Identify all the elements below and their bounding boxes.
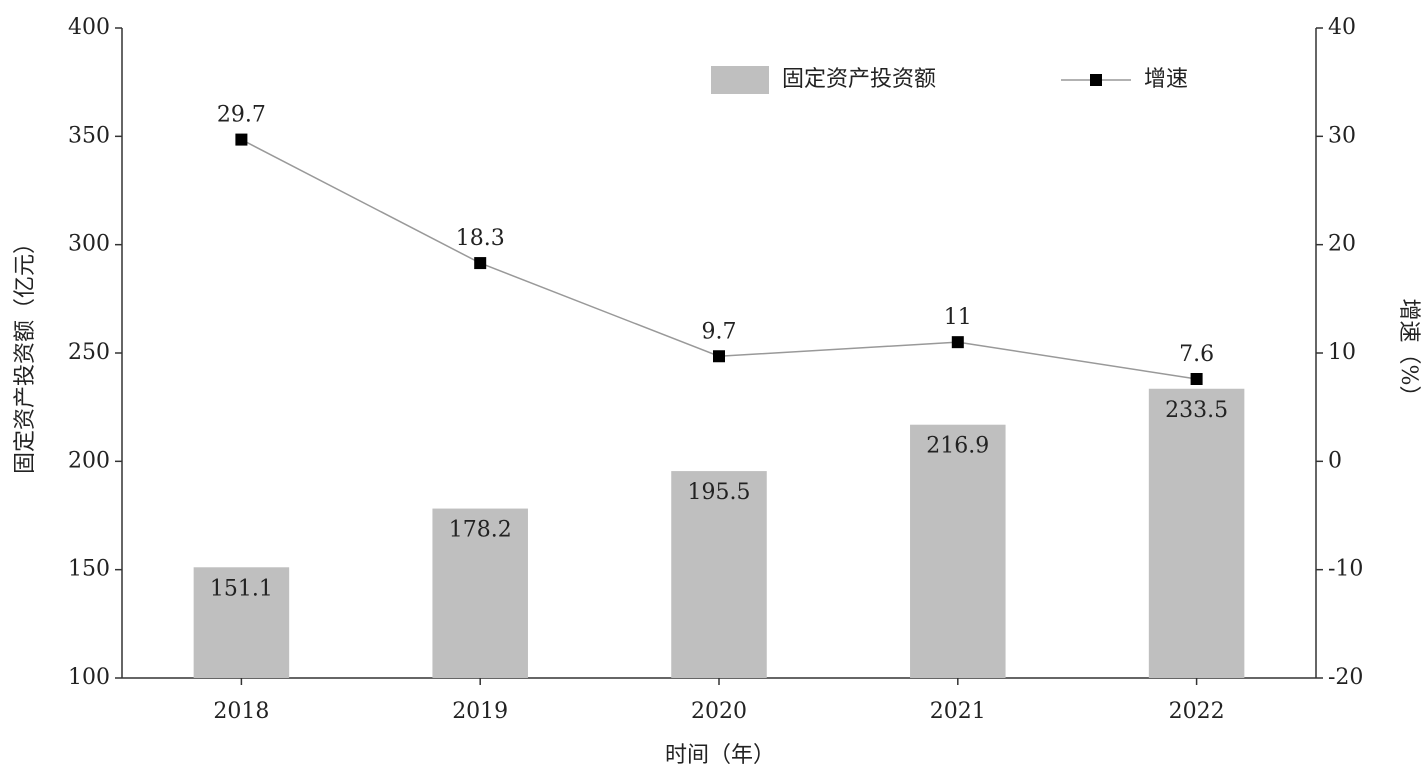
line-value-label: 18.3 [456,226,505,251]
y-tick-label: 350 [68,123,110,148]
y-tick-label: 100 [68,665,110,690]
bar-value-label: 151.1 [210,576,273,601]
bar [1148,388,1245,678]
y2-axis-label: 增速（%） [1396,299,1421,408]
line-marker [1190,373,1203,385]
bar-value-label: 195.5 [688,480,751,505]
line-value-label: 7.6 [1179,342,1214,367]
bar [671,471,767,678]
y-tick-label: 250 [68,340,110,365]
y2-tick-label: 30 [1328,123,1356,148]
legend-label: 增速 [1144,67,1188,92]
bar [432,508,528,678]
bar-value-label: 233.5 [1165,398,1228,423]
line-marker [713,350,725,363]
x-axis-label: 时间（年） [665,743,775,768]
line-marker [951,336,964,349]
bar-value-label: 216.9 [926,434,989,459]
line-marker [235,133,248,146]
y-tick-label: 400 [68,15,110,40]
y-tick-label: 300 [68,232,110,257]
line-value-label: 11 [944,305,972,330]
y2-tick-label: 10 [1328,340,1356,365]
y-axis-label: 固定资产投资额（亿元） [13,232,38,474]
legend-marker [1090,74,1102,86]
legend-label: 固定资产投资额 [782,67,936,92]
x-tick-label: 2022 [1169,699,1225,724]
x-tick-label: 2020 [691,699,747,724]
line-value-label: 9.7 [702,319,737,344]
x-tick-label: 2019 [452,699,508,724]
y2-tick-label: -20 [1328,665,1363,690]
y2-tick-label: 40 [1328,15,1356,40]
y-tick-label: 150 [68,557,110,582]
bar [193,567,290,678]
bar [910,424,1006,678]
x-tick-label: 2021 [930,699,986,724]
x-tick-label: 2018 [213,699,269,724]
bar-value-label: 178.2 [449,518,512,543]
y2-tick-label: 20 [1328,232,1356,257]
y2-tick-label: -10 [1328,557,1363,582]
y2-tick-label: 0 [1328,448,1342,473]
line-marker [474,257,487,270]
y-tick-label: 200 [68,448,110,473]
legend-swatch [711,66,769,94]
line-value-label: 29.7 [217,103,266,128]
